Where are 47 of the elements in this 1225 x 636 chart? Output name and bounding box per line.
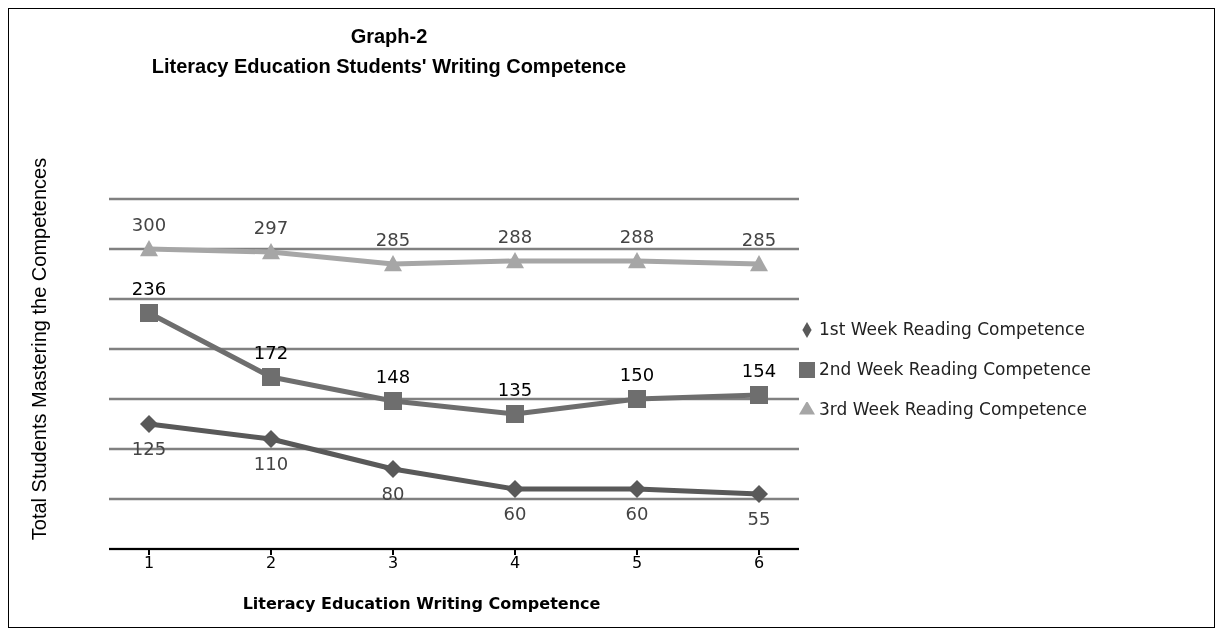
point [140, 415, 158, 433]
x-tick-label: 3 [387, 553, 399, 573]
point [628, 252, 646, 269]
legend-label: 1st Week Reading Competence [819, 319, 1085, 339]
point [628, 390, 646, 408]
point [750, 386, 768, 404]
x-tick-label: 4 [509, 553, 521, 573]
x-tick-label: 6 [753, 553, 765, 573]
chart-subtitle: Literacy Education Students' Writing Competence [150, 54, 628, 79]
point [506, 405, 524, 423]
data-label: 172 [253, 342, 289, 363]
data-label: 60 [503, 502, 527, 524]
data-label: 236 [131, 278, 167, 299]
point [384, 460, 402, 478]
point [628, 480, 646, 498]
point [506, 480, 524, 498]
data-label: 148 [375, 366, 411, 387]
data-label: 110 [253, 452, 289, 474]
point [262, 368, 280, 386]
point [750, 255, 768, 272]
data-label: 60 [625, 502, 649, 524]
y-axis-title: Total Students Mastering the Competences [27, 157, 51, 541]
x-tick-label: 5 [631, 553, 643, 573]
point [262, 430, 280, 448]
data-label: 154 [741, 360, 777, 381]
data-label: 285 [741, 229, 777, 250]
point [140, 240, 158, 257]
x-axis-title: Literacy Education Writing Competence [241, 594, 602, 613]
x-tick-label: 2 [265, 553, 277, 573]
chart-title: Graph-2 [349, 24, 429, 49]
data-label: 135 [497, 379, 533, 400]
point [384, 392, 402, 410]
legend-label: 3rd Week Reading Competence [819, 399, 1087, 419]
data-label: 55 [747, 507, 771, 529]
data-label: 150 [619, 364, 655, 385]
data-label: 285 [375, 229, 411, 250]
data-label: 288 [619, 226, 655, 247]
legend-label: 2nd Week Reading Competence [819, 359, 1091, 379]
point [384, 255, 402, 272]
data-label: 288 [497, 226, 533, 247]
point [262, 243, 280, 260]
point [140, 304, 158, 322]
data-label: 297 [253, 217, 289, 238]
x-tick-label: 1 [143, 553, 155, 573]
point [750, 485, 768, 503]
data-label: 300 [131, 214, 167, 235]
point [506, 252, 524, 269]
